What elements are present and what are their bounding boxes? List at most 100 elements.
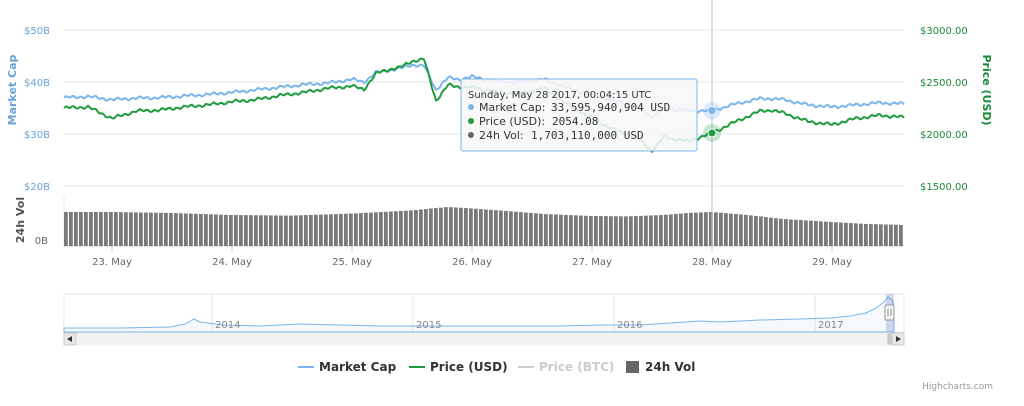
volume-bar [554,214,558,246]
volume-bar [379,212,383,246]
volume-bar [869,224,873,246]
volume-bar [759,216,763,246]
volume-bar [689,212,693,246]
volume-bar [874,224,878,246]
volume-bar [749,215,753,246]
volume-bar [839,222,843,246]
legend-label-price-usd: Price (USD) [430,360,508,374]
scrollbar[interactable] [63,332,905,346]
volume-bar [184,213,188,246]
volume-bar [694,212,698,246]
legend: Market Cap Price (USD) Price (BTC) 24h V… [298,360,695,374]
volume-bar [174,213,178,246]
market-cap-tick-3: $20B [24,182,50,193]
volume-bar [229,214,233,246]
volume-bar [724,213,728,246]
volume-bar [294,215,298,246]
x-tick-2: 25. May [332,257,372,268]
volume-bar [434,208,438,246]
volume-bar [559,214,563,246]
volume-bar [419,209,423,246]
volume-bar [444,207,448,246]
volume-bar [89,212,93,246]
scrollbar-track[interactable] [63,332,905,346]
volume-bar [469,208,473,246]
credits[interactable]: Highcharts.com [922,382,993,392]
volume-bar [409,210,413,246]
volume-axis-tick-0b: 0B [35,236,48,247]
volume-bar [639,215,643,247]
legend-item-price-btc[interactable]: Price (BTC) [518,360,614,374]
volume-bar [309,214,313,246]
legend-item-market-cap[interactable]: Market Cap [298,360,397,374]
volume-bar [204,214,208,246]
volume-bar [644,215,648,246]
volume-bar [239,215,243,246]
volume-bar [799,220,803,246]
volume-bar [169,212,173,246]
tooltip-volume-label: 24h Vol: [479,129,524,142]
volume-bar [774,218,778,246]
tooltip-market-cap-dot [468,104,474,110]
volume-bar [139,212,143,246]
volume-bar [324,214,328,246]
navigator[interactable]: 2014 2015 2016 2017 [63,293,905,333]
tooltip-price-label: Price (USD): [479,115,545,128]
volume-bar [404,210,408,246]
volume-bar [539,213,543,246]
tooltip-date: Sunday, May 28 2017, 00:04:15 UTC [468,90,651,101]
volume-bar [754,215,758,246]
market-cap-tick-0: $50B [24,26,50,37]
legend-item-24h-vol[interactable]: 24h Vol [626,360,695,374]
volume-bar [99,212,103,246]
volume-bar [494,210,498,246]
price-tick-3: $1500.00 [920,182,968,193]
volume-bar [459,207,463,246]
volume-bar [499,210,503,246]
navigator-tick-0: 2014 [215,320,240,331]
volume-bar [439,207,443,246]
volume-bar [219,214,223,246]
scrollbar-thumb[interactable] [887,333,893,345]
volume-bar [894,224,898,246]
market-cap-hover-halo [703,101,721,120]
legend-item-price-usd[interactable]: Price (USD) [409,360,508,374]
volume-bar [329,214,333,246]
navigator-handle[interactable] [884,304,895,321]
volume-bar [264,215,268,246]
price-tick-2: $2000.00 [920,130,968,141]
volume-bar [509,211,513,246]
legend-label-24h-vol: 24h Vol [645,360,695,374]
volume-bar [164,212,168,246]
volume-bar [479,209,483,246]
volume-bar [234,215,238,246]
volume-bar [824,221,828,246]
volume-bar [384,211,388,246]
volume-bar [244,215,248,247]
volume-bar [474,208,478,246]
volume-bar [464,208,468,246]
market-cap-tick-1: $40B [24,78,50,89]
volume-bar [289,215,293,246]
tooltip: Sunday, May 28 2017, 00:04:15 UTC Market… [460,78,698,152]
volume-bar [349,213,353,246]
volume-bar [189,213,193,246]
volume-bar [674,213,678,246]
volume-bar [819,221,823,246]
volume-bar [589,215,593,246]
volume-bar [714,212,718,246]
volume-bar [149,212,153,246]
x-tick-3: 26. May [452,257,492,268]
volume-bar [619,216,623,246]
volume-bar [519,212,523,247]
volume-bar [719,212,723,246]
volume-bar [549,214,553,246]
volume-bar [784,219,788,246]
volume-bar [584,215,588,246]
volume-bar [84,212,88,246]
volume-bar [594,216,598,246]
volume-bar [514,211,518,246]
volume-bar [684,213,688,247]
volume-bar [829,221,833,246]
volume-bar [744,214,748,246]
